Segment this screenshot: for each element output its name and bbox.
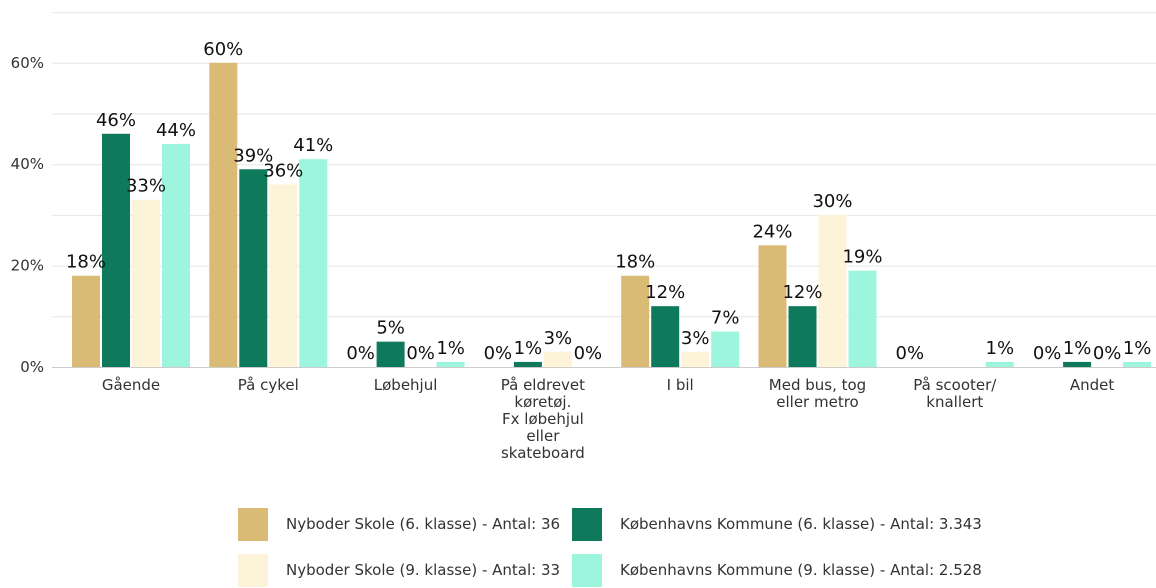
bar: [788, 306, 817, 367]
data-label: 39%: [233, 145, 273, 166]
bar: [513, 361, 542, 367]
data-label: 0%: [896, 343, 925, 364]
data-label: 1%: [1063, 338, 1092, 359]
x-tick-label: Løbehjul: [374, 376, 438, 394]
data-label: 19%: [842, 247, 882, 268]
data-label: 3%: [681, 328, 710, 349]
bar: [436, 361, 465, 367]
data-label: 60%: [203, 39, 243, 60]
bar: [818, 214, 847, 367]
data-label: 46%: [96, 110, 136, 131]
bar: [1063, 361, 1092, 367]
data-label: 24%: [752, 221, 792, 242]
legend-swatch-kbh-9: [572, 553, 602, 587]
data-label: 1%: [986, 338, 1015, 359]
legend-item-nyboder-6: Nyboder Skole (6. klasse) - Antal: 36: [238, 506, 560, 542]
y-tick-label: 20%: [11, 257, 44, 275]
bar: [239, 169, 268, 367]
data-label: 0%: [574, 343, 603, 364]
bar: [299, 159, 328, 367]
data-label: 0%: [484, 343, 513, 364]
x-tick-label: I bil: [667, 376, 694, 394]
bar-chart: 18%46%33%44%60%39%36%41%0%5%0% 1% 0% 1% 3%0%…: [11, 12, 1156, 462]
data-label: 1%: [514, 338, 543, 359]
data-label: 30%: [812, 191, 852, 212]
data-label: 1%: [1123, 338, 1152, 359]
bar: [1123, 361, 1152, 367]
data-label: 3%: [544, 328, 573, 349]
bar: [543, 351, 572, 367]
data-label: 0%: [1093, 343, 1122, 364]
legend-label-nyboder-9: Nyboder Skole (9. klasse) - Antal: 33: [286, 561, 561, 579]
legend-swatch-nyboder-6: [238, 507, 268, 541]
legend: Nyboder Skole (6. klasse) - Antal: 36 Kø…: [232, 506, 1032, 588]
x-tick-label: På scooter/knallert: [913, 376, 997, 411]
legend-label-kbh-6: Københavns Kommune (6. klasse) - Antal: …: [620, 515, 982, 533]
bar: [376, 341, 405, 367]
data-label: 44%: [156, 120, 196, 141]
x-tick-label: På eldrevet køretøj. Fx løbehjul eller skate…: [501, 376, 585, 462]
data-label: 41%: [293, 135, 333, 156]
bar: [162, 143, 190, 367]
bar: [269, 184, 298, 367]
y-tick-label: 0%: [20, 358, 44, 376]
legend-item-kbh-9: Københavns Kommune (9. klasse) - Antal: …: [572, 552, 982, 588]
bar: [985, 361, 1014, 367]
data-label: 33%: [126, 176, 166, 197]
legend-item-nyboder-9: Nyboder Skole (9. klasse) - Antal: 33: [238, 552, 560, 588]
data-label: 5%: [376, 318, 405, 339]
bar: [711, 331, 740, 367]
data-label: 1%: [436, 338, 465, 359]
bar: [651, 306, 680, 367]
data-label: 36%: [263, 160, 303, 181]
x-tick-label: Andet: [1070, 376, 1115, 394]
x-tick-label: Med bus, tog eller metro: [769, 376, 866, 411]
data-label: 18%: [615, 252, 655, 273]
legend-item-kbh-6: Københavns Kommune (6. klasse) - Antal: …: [572, 506, 982, 542]
y-tick-label: 60%: [11, 54, 44, 72]
data-label: 18%: [66, 252, 106, 273]
x-tick-label: På cykel: [238, 376, 299, 394]
data-label: 0%: [406, 343, 435, 364]
y-tick-label: 40%: [11, 155, 44, 173]
data-label: 7%: [711, 308, 740, 329]
legend-swatch-nyboder-9: [238, 553, 268, 587]
bar: [102, 133, 130, 367]
bar: [758, 245, 787, 367]
bar: [681, 351, 710, 367]
bar: [132, 199, 160, 367]
data-label: 0%: [346, 343, 375, 364]
bar: [621, 275, 650, 367]
data-label: 12%: [645, 282, 685, 303]
bar: [848, 270, 877, 367]
data-label: 12%: [782, 282, 822, 303]
bar: [209, 62, 238, 368]
bar: [72, 275, 100, 367]
x-tick-label: Gående: [102, 376, 160, 394]
legend-swatch-kbh-6: [572, 507, 602, 541]
data-label: 0%: [1033, 343, 1062, 364]
legend-label-kbh-9: Københavns Kommune (9. klasse) - Antal: …: [620, 561, 982, 579]
legend-label-nyboder-6: Nyboder Skole (6. klasse) - Antal: 36: [286, 515, 561, 533]
